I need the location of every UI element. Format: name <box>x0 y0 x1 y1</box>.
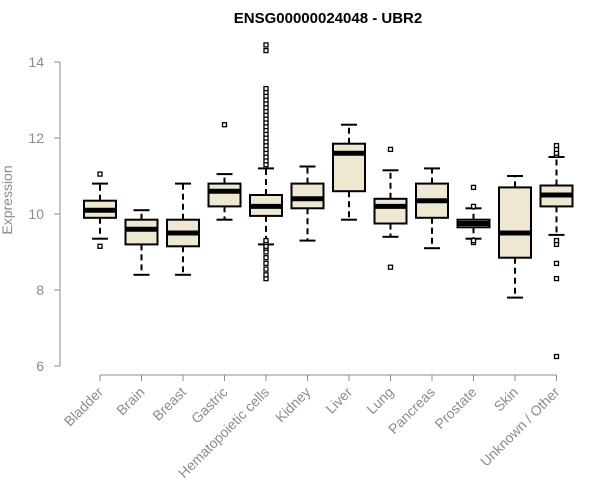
box-liver <box>332 123 366 221</box>
outlier-point <box>553 142 560 149</box>
outlier-point <box>387 146 394 153</box>
box-iqr <box>373 197 408 225</box>
outlier-point <box>470 203 477 210</box>
box-brain <box>124 209 159 276</box>
outlier-point <box>387 264 394 270</box>
box-iqr <box>207 182 242 208</box>
x-tick-label: Prostate <box>431 384 479 432</box>
outlier-point <box>263 272 269 278</box>
y-axis-label: Expression <box>0 165 15 234</box>
outlier-point <box>553 237 560 244</box>
outlier-point <box>263 260 269 267</box>
outlier-point <box>263 47 269 54</box>
outlier-point <box>263 237 269 244</box>
x-tick-label: Breast <box>149 384 189 424</box>
box-unknown-other <box>539 142 574 360</box>
x-tick-label: Bladder <box>61 384 107 430</box>
box-iqr <box>124 218 159 246</box>
y-axis: 6 8 10 12 14 <box>28 54 61 374</box>
x-tick-label: Kidney <box>272 384 314 426</box>
y-tick-label: 14 <box>28 54 44 70</box>
box-bladder <box>83 171 117 249</box>
outlier-point <box>263 266 269 272</box>
outlier-point <box>470 184 477 191</box>
x-tick-label: Brain <box>113 384 147 418</box>
x-tick-label: Lung <box>363 384 396 417</box>
box-iqr <box>498 186 532 259</box>
outlier-point <box>97 171 103 177</box>
y-tick-label: 12 <box>28 130 44 146</box>
outlier-point <box>221 122 228 128</box>
y-tick-label: 6 <box>36 358 44 374</box>
box-kidney <box>290 165 325 242</box>
y-tick-label: 8 <box>36 282 44 298</box>
box-skin <box>498 175 532 299</box>
box-iqr <box>290 182 325 210</box>
outlier-point <box>553 260 560 267</box>
box-hematopoietic-cells <box>249 42 283 282</box>
outlier-point <box>553 353 560 360</box>
plot-area <box>83 42 574 360</box>
outlier-point <box>470 237 477 244</box>
outlier-point <box>97 243 103 249</box>
chart-title: ENSG00000024048 - UBR2 <box>234 10 422 27</box>
x-tick-label: Liver <box>322 384 355 417</box>
outlier-point <box>263 85 269 92</box>
outlier-point <box>263 255 269 261</box>
box-pancreas <box>415 167 449 250</box>
x-tick-label: Unknown / Other <box>477 384 563 470</box>
box-gastric <box>207 122 242 221</box>
x-tick-label: Skin <box>491 384 522 415</box>
outlier-point <box>263 42 269 48</box>
box-prostate <box>456 184 491 246</box>
y-tick-label: 10 <box>28 206 44 222</box>
outlier-point <box>553 275 560 282</box>
box-breast <box>166 182 200 276</box>
box-lung <box>373 146 408 270</box>
